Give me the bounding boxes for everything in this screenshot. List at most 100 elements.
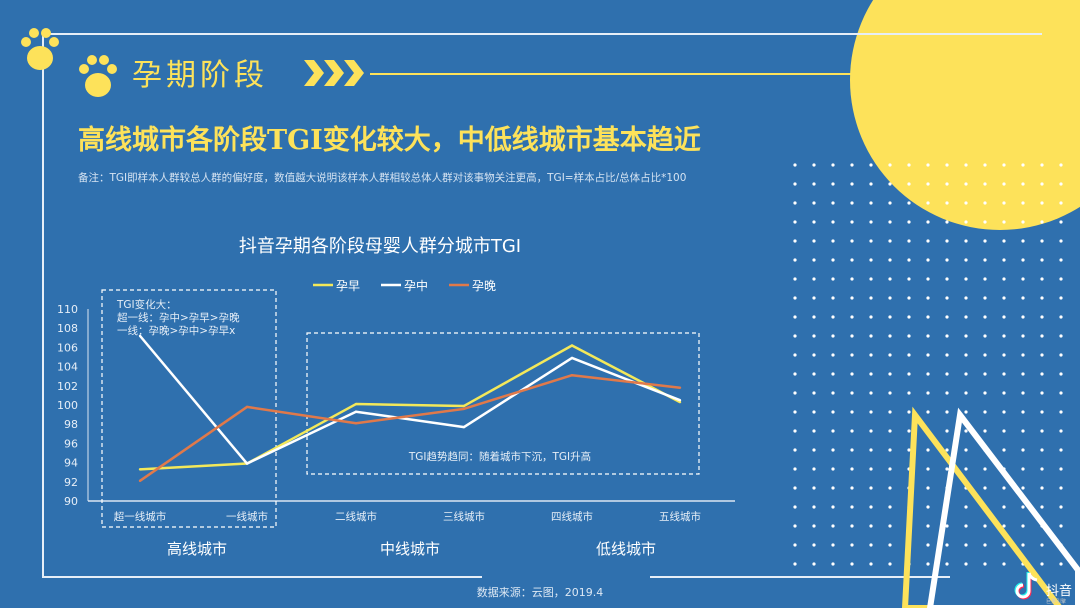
data-point xyxy=(570,344,574,347)
y-tick-label: 92 xyxy=(64,476,78,489)
dot xyxy=(945,429,949,433)
dot xyxy=(831,296,835,300)
data-point xyxy=(570,374,574,377)
dot xyxy=(945,163,949,167)
x-tick-label: 四线城市 xyxy=(551,510,593,523)
dot xyxy=(1040,182,1044,186)
dot xyxy=(812,201,816,205)
dot xyxy=(1059,410,1063,414)
douyin-logo-icon xyxy=(1014,572,1038,600)
dot xyxy=(831,372,835,376)
x-tick-label: 超一线城市 xyxy=(114,510,167,523)
y-tick-label: 110 xyxy=(57,303,78,316)
annotation-text: 一线：孕晚>孕中>孕早x xyxy=(117,324,235,337)
chevrons-icon xyxy=(304,60,364,86)
dot xyxy=(1059,201,1063,205)
dot xyxy=(869,258,873,262)
dot xyxy=(888,486,892,490)
group-label: 低线城市 xyxy=(595,540,656,558)
dot xyxy=(945,182,949,186)
dot xyxy=(1059,353,1063,357)
dot xyxy=(945,410,949,414)
dot xyxy=(793,562,797,566)
dot xyxy=(964,467,968,471)
dot xyxy=(1059,277,1063,281)
dot xyxy=(812,277,816,281)
dot xyxy=(1002,239,1006,243)
dot xyxy=(831,524,835,528)
dot xyxy=(812,315,816,319)
dot xyxy=(1002,163,1006,167)
dot xyxy=(793,505,797,509)
dot xyxy=(1040,448,1044,452)
dot xyxy=(1059,315,1063,319)
dot xyxy=(964,163,968,167)
dot xyxy=(1002,524,1006,528)
x-tick-label: 五线城市 xyxy=(659,510,701,523)
dot xyxy=(1021,239,1025,243)
dot xyxy=(983,543,987,547)
frame xyxy=(42,33,1042,578)
dot xyxy=(869,505,873,509)
dot xyxy=(869,391,873,395)
dot xyxy=(907,182,911,186)
dot xyxy=(907,391,911,395)
dot xyxy=(831,505,835,509)
dot xyxy=(831,163,835,167)
dot xyxy=(945,372,949,376)
dot xyxy=(1002,543,1006,547)
line-chart: 90 92 94 96 98 100 102 104 106 108 110 超一线城市 一线城市 二线城… xyxy=(57,278,735,528)
dot xyxy=(1059,429,1063,433)
legend-label: 孕中 xyxy=(404,278,428,293)
dot xyxy=(945,296,949,300)
dot xyxy=(926,182,930,186)
data-point xyxy=(245,405,249,409)
dot xyxy=(888,372,892,376)
dot xyxy=(1040,543,1044,547)
dot xyxy=(831,410,835,414)
dot xyxy=(907,334,911,338)
dot xyxy=(812,505,816,509)
data-point xyxy=(138,468,142,471)
dot xyxy=(850,410,854,414)
dot xyxy=(1040,467,1044,471)
dot xyxy=(812,543,816,547)
dot xyxy=(964,391,968,395)
dot xyxy=(1059,334,1063,338)
dot xyxy=(888,467,892,471)
data-point xyxy=(678,399,682,402)
dot xyxy=(888,410,892,414)
frame-bottom xyxy=(650,576,950,578)
dot xyxy=(850,372,854,376)
dot xyxy=(831,448,835,452)
dot xyxy=(1002,296,1006,300)
dot xyxy=(964,296,968,300)
dot xyxy=(1059,391,1063,395)
dot xyxy=(926,353,930,357)
dot xyxy=(907,353,911,357)
dot xyxy=(869,429,873,433)
dot xyxy=(869,163,873,167)
dot xyxy=(964,220,968,224)
dot xyxy=(831,220,835,224)
dot xyxy=(1002,486,1006,490)
dot xyxy=(831,182,835,186)
dot xyxy=(907,315,911,319)
dot xyxy=(831,277,835,281)
dot xyxy=(1021,505,1025,509)
series-line-孕早 xyxy=(139,344,681,471)
triangle-white xyxy=(926,407,1080,608)
dot xyxy=(793,277,797,281)
dot xyxy=(1002,334,1006,338)
data-source: 数据来源：云图，2019.4 xyxy=(476,586,604,599)
dot xyxy=(888,524,892,528)
dot xyxy=(945,353,949,357)
dot xyxy=(964,182,968,186)
dot xyxy=(907,296,911,300)
dot xyxy=(812,429,816,433)
dot xyxy=(907,220,911,224)
dot xyxy=(869,543,873,547)
dot xyxy=(793,334,797,338)
legend-label: 孕早 xyxy=(336,279,360,293)
y-tick-label: 94 xyxy=(64,457,78,470)
